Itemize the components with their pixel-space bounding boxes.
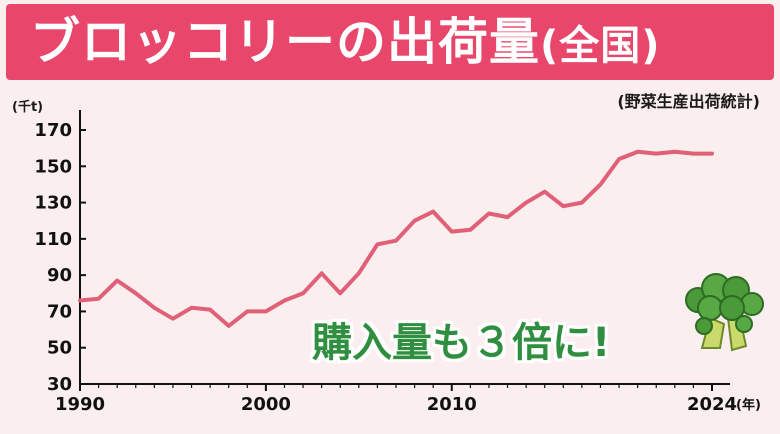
broccoli-icon [685, 273, 764, 352]
y-tick-label: 90 [47, 265, 72, 286]
y-tick-label: 30 [47, 374, 72, 395]
x-tick-label: 2024 [687, 394, 737, 415]
chart-title-main: ブロッコリーの出荷量 [30, 13, 540, 71]
y-tick-label: 150 [34, 156, 72, 177]
y-tick-label: 70 [47, 301, 72, 322]
source-note: (野菜生産出荷統計) [617, 92, 760, 111]
y-axis-ticks: 30 50 70 90 110 130 150 170 [34, 120, 86, 395]
y-axis-unit: (千t) [12, 100, 44, 115]
series-line [78, 149, 714, 328]
chart-title-region: (全国) [540, 23, 661, 69]
x-axis-ticks: 1990 2000 2010 2024(年) [55, 384, 761, 415]
x-tick-label: 2010 [427, 394, 477, 415]
chart-series [78, 149, 714, 328]
callout-text: 購入量も３倍に! [312, 320, 611, 366]
y-tick-label: 50 [47, 338, 72, 359]
title-banner: ブロッコリーの出荷量(全国) [6, 4, 774, 80]
chart-axes [79, 110, 730, 385]
y-tick-label: 170 [34, 120, 72, 141]
chart-title: ブロッコリーの出荷量(全国) [30, 12, 661, 72]
x-axis-unit: (年) [736, 397, 761, 413]
y-tick-label: 110 [34, 229, 72, 250]
y-tick-label: 130 [34, 193, 72, 214]
x-tick-label: 1990 [55, 394, 105, 415]
x-tick-label: 2000 [241, 394, 291, 415]
